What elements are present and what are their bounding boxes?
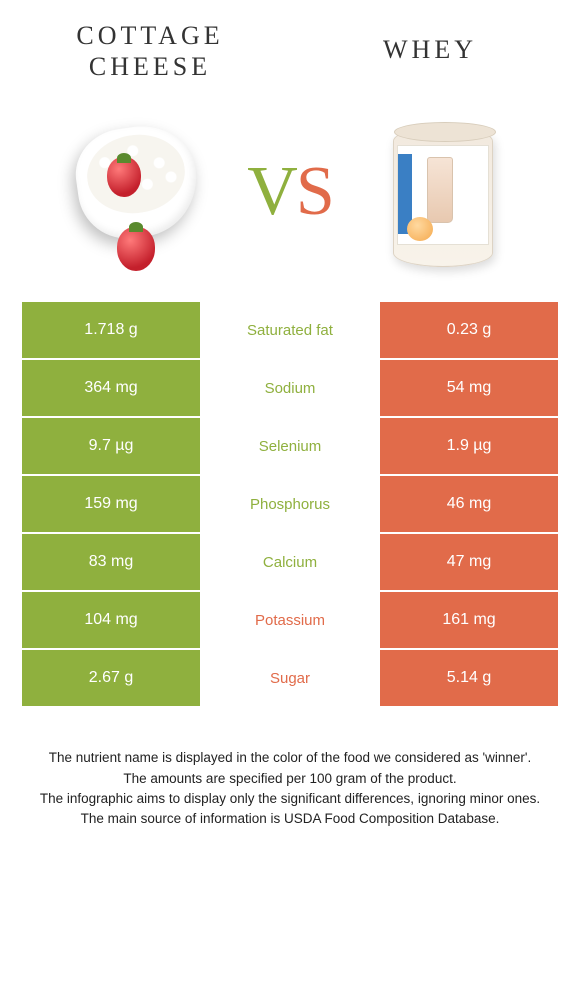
footer-line-2: The amounts are specified per 100 gram o… <box>20 769 560 789</box>
left-value: 2.67 g <box>22 650 200 706</box>
table-row: 364 mgSodium54 mg <box>22 360 558 418</box>
left-value: 364 mg <box>22 360 200 416</box>
right-value: 1.9 µg <box>380 418 558 474</box>
nutrient-name: Phosphorus <box>200 476 380 532</box>
right-value: 47 mg <box>380 534 558 590</box>
table-row: 104 mgPotassium161 mg <box>22 592 558 650</box>
table-row: 159 mgPhosphorus46 mg <box>22 476 558 534</box>
title-cottage-cheese: Cottage cheese <box>60 20 240 82</box>
left-value: 9.7 µg <box>22 418 200 474</box>
vs-label: VS <box>247 152 333 232</box>
right-value: 46 mg <box>380 476 558 532</box>
table-row: 83 mgCalcium47 mg <box>22 534 558 592</box>
footer-line-3: The infographic aims to display only the… <box>20 789 560 809</box>
left-value: 104 mg <box>22 592 200 648</box>
images-row: VS <box>0 92 580 292</box>
nutrient-name: Calcium <box>200 534 380 590</box>
left-value: 159 mg <box>22 476 200 532</box>
footer-line-1: The nutrient name is displayed in the co… <box>20 748 560 768</box>
header: Cottage cheese Whey <box>0 0 580 92</box>
table-row: 9.7 µgSelenium1.9 µg <box>22 418 558 476</box>
whey-image <box>363 107 523 277</box>
nutrient-name: Selenium <box>200 418 380 474</box>
vs-v: V <box>247 153 296 230</box>
nutrient-name: Potassium <box>200 592 380 648</box>
nutrient-name: Sugar <box>200 650 380 706</box>
left-value: 83 mg <box>22 534 200 590</box>
vs-s: S <box>296 153 333 230</box>
nutrient-name: Sodium <box>200 360 380 416</box>
nutrient-name: Saturated fat <box>200 302 380 358</box>
right-value: 5.14 g <box>380 650 558 706</box>
right-value: 54 mg <box>380 360 558 416</box>
title-whey: Whey <box>340 20 520 82</box>
cottage-cheese-image <box>57 107 217 277</box>
footer-notes: The nutrient name is displayed in the co… <box>0 748 580 829</box>
footer-line-4: The main source of information is USDA F… <box>20 809 560 829</box>
left-value: 1.718 g <box>22 302 200 358</box>
table-row: 1.718 gSaturated fat0.23 g <box>22 302 558 360</box>
right-value: 0.23 g <box>380 302 558 358</box>
right-value: 161 mg <box>380 592 558 648</box>
table-row: 2.67 gSugar5.14 g <box>22 650 558 708</box>
nutrient-table: 1.718 gSaturated fat0.23 g364 mgSodium54… <box>22 302 558 708</box>
